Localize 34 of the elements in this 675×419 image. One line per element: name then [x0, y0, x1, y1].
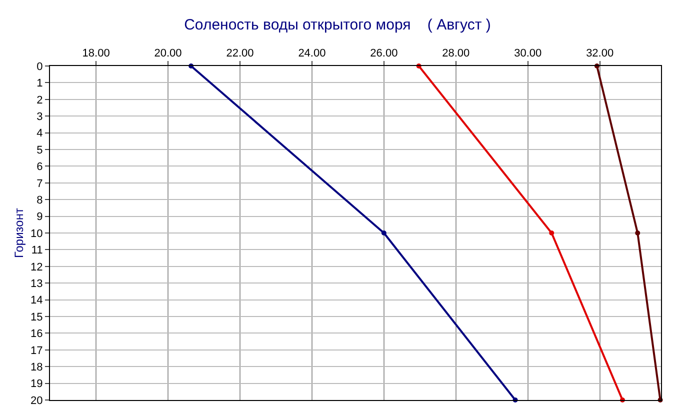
y-tick-label: 19 [30, 378, 43, 390]
y-tick-label: 17 [30, 344, 43, 357]
y-tick-label: 10 [30, 228, 43, 240]
x-tick-label: 30.00 [514, 48, 542, 60]
y-tick-label: 7 [36, 178, 43, 190]
x-tick-label: 22.00 [226, 48, 254, 60]
point [381, 230, 386, 236]
y-tick-label: 15 [30, 311, 43, 324]
y-tick-label: 3 [36, 110, 43, 123]
x-tick-label: 26.00 [370, 48, 398, 60]
y-axis-title: Горизонт [12, 208, 26, 258]
point [549, 230, 554, 236]
y-tick-label: 16 [30, 328, 43, 340]
y-tick-label: 13 [30, 278, 43, 290]
y-tick-label: 2 [36, 94, 43, 106]
y-tick-label: 9 [36, 211, 43, 224]
y-tick-label: 5 [36, 144, 43, 156]
y-tick-label: 6 [36, 161, 43, 174]
chart-title: Соленость воды открытого моря ( Август ) [184, 16, 491, 34]
y-tick-label: 14 [30, 294, 43, 307]
x-tick-label: 32.00 [586, 48, 614, 60]
y-tick-label: 18 [30, 361, 43, 374]
y-tick-label: 11 [31, 244, 43, 257]
y-tick-label: 20 [30, 394, 43, 407]
x-tick-label: 18.00 [82, 48, 110, 60]
y-tick-label: 0 [36, 60, 43, 73]
y-tick-label: 12 [30, 261, 43, 274]
y-tick-label: 1 [36, 78, 43, 90]
x-tick-label: 20.00 [154, 48, 182, 60]
point [635, 230, 640, 236]
y-tick-label: 8 [36, 194, 43, 206]
x-tick-label: 24.00 [298, 48, 326, 60]
y-tick-label: 4 [36, 128, 43, 140]
x-tick-label: 28.00 [442, 48, 470, 60]
